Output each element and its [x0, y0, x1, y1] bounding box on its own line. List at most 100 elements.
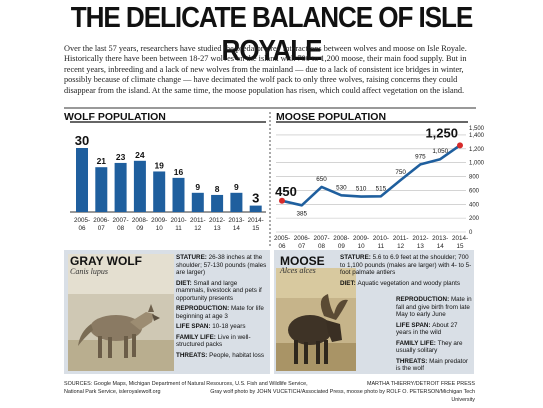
wolf-bar [133, 160, 146, 212]
wolf-fact-item: DIET: Small and large mammals, livestock… [176, 280, 268, 303]
moose-fact-text: Main predator is the wolf [396, 357, 468, 373]
moose-x-tick-label: 15 [456, 243, 464, 250]
artist-credit: MARTHA THIERRY/DETROIT FREE PRESS [366, 381, 475, 387]
wolf-x-tick-label: 11 [175, 225, 182, 232]
moose-x-tick-label: 2006- [294, 235, 310, 242]
wolf-fact-text: 10-18 years [212, 323, 246, 330]
moose-x-tick-label: 2013- [432, 235, 448, 242]
moose-y-tick-label: 200 [469, 216, 480, 222]
wolf-x-tick-label: 2009- [151, 217, 167, 224]
moose-point-value-label: 530 [336, 184, 347, 191]
wolf-bar [172, 177, 185, 212]
moose-x-tick-label: 09 [338, 243, 346, 250]
wolf-x-tick-label: 2013- [228, 217, 244, 224]
moose-series-line [281, 144, 461, 207]
wolf-bar-value-label: 21 [97, 156, 107, 166]
moose-x-tick-label: 07 [298, 243, 306, 250]
moose-endpoint-marker [457, 142, 463, 149]
wolf-fact-text: People, habitat loss [209, 351, 265, 359]
moose-facts-list-top: STATURE: 5.6 to 6.9 feet at the shoulder… [340, 254, 472, 290]
moose-scientific-name: Alces alces [280, 266, 316, 275]
wolf-bar-value-label: 9 [234, 182, 239, 192]
moose-x-tick-label: 2014- [452, 235, 468, 242]
wolf-bar [95, 167, 108, 212]
moose-fact-item: REPRODUCTION: Mate in fall and give birt… [396, 296, 472, 319]
wolf-fact-item: THREATS: People, habitat loss [176, 352, 268, 360]
moose-x-tick-label: 08 [318, 243, 326, 250]
moose-y-tick-label: 1,200 [469, 147, 485, 153]
moose-point-value-label: 510 [356, 186, 367, 193]
wolf-bar [211, 194, 224, 212]
moose-y-tick-label: 800 [469, 175, 480, 181]
wolf-bar-value-label: 19 [154, 160, 164, 170]
photo-credit: Gray wolf photo by JOHN VUCETICH/Associa… [210, 389, 475, 403]
page-title: THE DELICATE BALANCE OF ISLE ROYALE [70, 2, 473, 67]
moose-fact-label: LIFE SPAN: [396, 321, 433, 329]
wolf-fact-text: Live in well-structured packs [176, 333, 251, 349]
moose-x-tick-label: 2011- [393, 235, 409, 242]
gray-wolf-photo [68, 254, 174, 371]
moose-y-tick-label: 400 [469, 202, 480, 208]
wolf-bar [76, 148, 88, 212]
moose-y-tick-label: 1,400 [469, 133, 485, 139]
wolf-x-tick-label: 2012- [209, 217, 225, 224]
moose-x-tick-label: 2012- [412, 235, 428, 242]
moose-y-tick-label: 0 [469, 230, 473, 236]
moose-point-value-label: 515 [376, 185, 387, 192]
wolf-x-tick-label: 2007- [113, 217, 129, 224]
moose-y-tick-label: 600 [469, 188, 480, 194]
wolf-x-tick-label: 15 [252, 225, 260, 232]
wolf-bar-value-label: 30 [75, 133, 89, 148]
wolf-x-tick-label: 2011- [190, 217, 206, 224]
wolf-x-tick-label: 13 [214, 225, 222, 232]
wolf-bar [230, 192, 243, 212]
wolf-x-tick-label: 10 [156, 225, 164, 232]
wolf-bar-value-label: 23 [116, 152, 126, 162]
wolf-fact-label: STATURE: [176, 254, 209, 261]
wolf-x-tick-label: 14 [233, 225, 241, 232]
wolf-fact-item: LIFE SPAN: 10-18 years [176, 323, 268, 331]
wolf-x-tick-label: 2008- [132, 217, 148, 224]
wolf-fact-item: STATURE: 26-38 inches at the shoulder; 5… [176, 254, 268, 277]
wolf-chart-title: WOLF POPULATION [64, 111, 166, 123]
moose-point-value-label: 1,050 [432, 148, 448, 155]
moose-fact-text: They are usually solitary [396, 339, 463, 355]
moose-point-value-label: 650 [316, 176, 327, 183]
moose-fact-item: DIET: Aquatic vegetation and woody plant… [340, 280, 472, 288]
sources-line-1: SOURCES: Google Maps, Michigan Departmen… [64, 381, 308, 387]
moose-fact-label: FAMILY LIFE: [396, 339, 438, 347]
moose-fact-text: About 27 years in the wild [396, 321, 458, 337]
moose-chart-title: MOOSE POPULATION [276, 111, 387, 123]
wolf-x-tick-label: 08 [117, 225, 125, 232]
moose-fact-item: FAMILY LIFE: They are usually solitary [396, 340, 472, 355]
moose-point-value-label: 450 [275, 184, 297, 199]
moose-x-tick-label: 2008- [333, 235, 349, 242]
wolf-x-tick-label: 2006- [93, 217, 109, 224]
wolf-bar [114, 162, 127, 212]
wolf-fact-item: REPRODUCTION: Mate for life beginning at… [176, 305, 268, 320]
moose-fact-label: THREATS: [396, 357, 430, 365]
moose-point-value-label: 750 [395, 169, 406, 176]
wolf-fact-text: Mate for life beginning at age 3 [176, 305, 264, 320]
wolf-x-tick-label: 2005- [74, 217, 90, 224]
moose-point-value-label: 1,250 [425, 125, 458, 140]
wolf-bar [191, 192, 204, 212]
moose-point-value-label: 385 [297, 210, 308, 217]
wolf-fact-text: Small and large mammals, livestock and p… [176, 279, 262, 302]
moose-facts-list-bottom: REPRODUCTION: Mate in fall and give birt… [396, 296, 472, 376]
wolf-fact-item: FAMILY LIFE: Live in well-structured pac… [176, 334, 268, 349]
moose-fact-text: Aquatic vegetation and woody plants [357, 279, 461, 287]
moose-x-tick-label: 10 [358, 243, 366, 250]
moose-x-tick-label: 11 [378, 243, 385, 250]
wolf-bar-value-label: 3 [252, 191, 259, 206]
moose-x-tick-label: 2009- [353, 235, 369, 242]
moose-y-tick-label: 1,500 [469, 126, 485, 132]
wolf-bar [153, 171, 166, 212]
moose-x-tick-label: 2005- [274, 235, 290, 242]
intro-paragraph: Over the last 57 years, researchers have… [64, 44, 467, 95]
moose-name: MOOSE [280, 254, 325, 268]
moose-fact-label: STATURE: [340, 254, 373, 261]
wolf-x-tick-label: 09 [136, 225, 144, 232]
moose-fact-text: Mate in fall and give birth from late Ma… [396, 296, 472, 318]
moose-x-tick-label: 12 [397, 243, 405, 250]
